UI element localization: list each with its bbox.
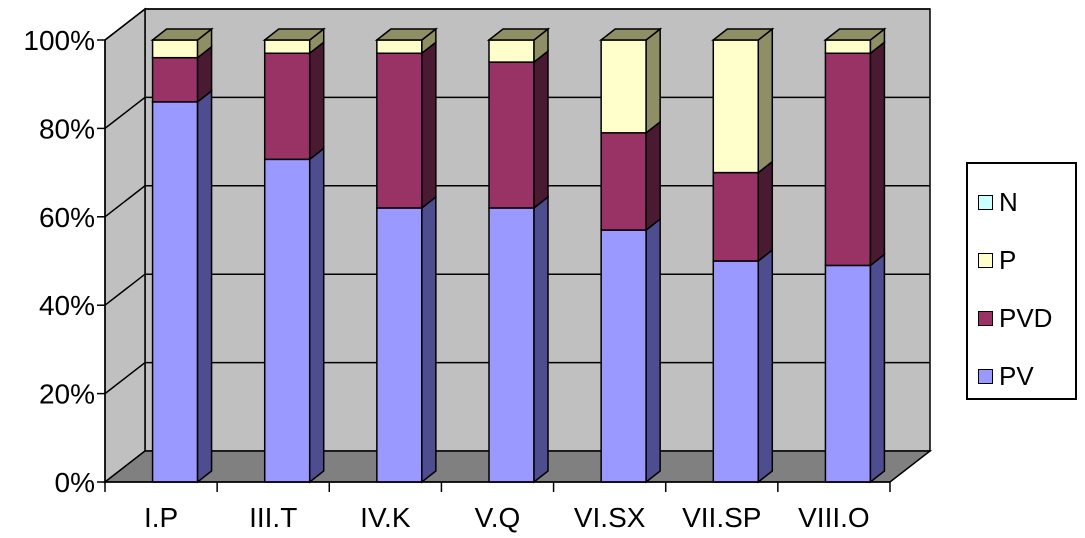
y-tick-label: 40% [39, 290, 95, 321]
bar-pv-side [869, 252, 886, 484]
bar-pvd-side [533, 49, 549, 210]
legend-label-pvd: PVD [999, 303, 1053, 333]
legend-item-p: P [978, 244, 1016, 276]
bar-pvd-side [421, 40, 437, 210]
y-axis: 0% 20% 40% 60% 80% 100% [23, 25, 106, 498]
bar-p-top [711, 28, 775, 41]
bar-pvd-front [824, 52, 872, 267]
legend-item-n: N [978, 186, 1018, 218]
y-tick-label: 20% [39, 379, 95, 410]
y-tick-label: 60% [39, 202, 95, 233]
bar-pvd-side [869, 40, 886, 267]
legend-swatch-pv [978, 368, 993, 384]
gridline [104, 361, 930, 395]
legend: N P PVD PV [966, 162, 1077, 400]
bar-pv-front [600, 229, 647, 483]
bar-pv-side [533, 195, 549, 484]
x-tick-label: VI.SX [574, 502, 646, 533]
bar-pv-side [757, 248, 774, 484]
gridline [104, 185, 930, 218]
bar-p-top [262, 28, 326, 41]
bar-pvd-front [712, 171, 760, 262]
bar-pv-front [151, 101, 199, 483]
legend-label-n: N [999, 187, 1018, 217]
y-tick-label: 80% [39, 113, 95, 144]
bar-pvd-front [151, 56, 199, 103]
legend-item-pvd: PVD [978, 302, 1052, 334]
bar-p-front [263, 39, 311, 55]
legend-swatch-n [978, 194, 993, 210]
bar-p-top [486, 28, 551, 41]
bar-p-top [150, 28, 214, 41]
legend-label-p: P [999, 245, 1017, 275]
bar-pvd-front [263, 52, 311, 161]
legend-swatch-p [978, 252, 993, 268]
bar-p-front [600, 39, 647, 134]
bar-pvd-side [757, 160, 774, 263]
bar-p-front [824, 39, 872, 55]
bar-p-top [598, 28, 663, 41]
bar-p-top [374, 28, 439, 41]
side-wall [104, 7, 146, 484]
bar-p-front [376, 39, 423, 55]
bars [150, 27, 887, 484]
legend-swatch-pvd [978, 310, 993, 326]
bar-pv-front [824, 264, 872, 483]
bar-p-front [151, 39, 199, 59]
gridline [104, 273, 930, 306]
y-tick-label: 0% [55, 467, 95, 498]
bar-pv-front [376, 207, 423, 483]
x-axis: I.P III.T IV.K V.Q VI.SX VII.SP VIII.O [104, 481, 891, 533]
bar-pvd-front [376, 52, 423, 209]
bar-pv-side [645, 217, 661, 484]
bar-pv-side [308, 146, 325, 484]
bar-pvd-side [308, 40, 325, 161]
bar-pv-front [263, 158, 311, 483]
bar-pv-side [196, 89, 213, 484]
x-tick-label: IV.K [360, 502, 411, 533]
x-tick-label: III.T [249, 502, 297, 533]
bar-pvd-front [600, 132, 647, 231]
legend-label-pv: PV [999, 361, 1034, 391]
x-tick-label: I.P [144, 502, 178, 533]
x-tick-label: VIII.O [798, 502, 870, 533]
bar-pvd-front [488, 61, 535, 209]
gridlines [104, 8, 930, 395]
bar-p-side [757, 27, 774, 175]
bar-pv-side [421, 195, 437, 484]
y-tick-label: 100% [23, 25, 95, 56]
bar-p-front [712, 39, 760, 174]
bar-pv-front [712, 260, 760, 483]
bar-pvd-side [645, 120, 661, 232]
bar-p-top [823, 28, 887, 41]
legend-item-pv: PV [978, 360, 1034, 392]
gridline [104, 96, 930, 129]
x-tick-label: V.Q [475, 502, 521, 533]
gridline [104, 8, 930, 41]
bar-pv-front [488, 207, 535, 483]
bar-p-front [488, 39, 535, 63]
x-tick-label: VII.SP [682, 502, 761, 533]
bar-p-side [645, 27, 661, 135]
